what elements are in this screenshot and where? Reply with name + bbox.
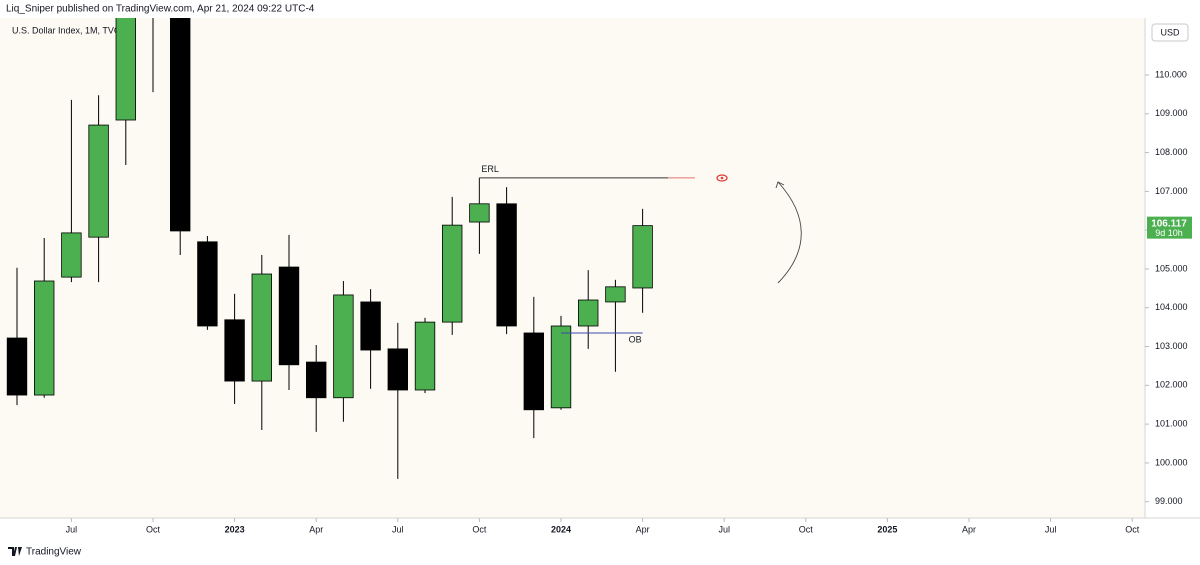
candle-body bbox=[333, 294, 354, 399]
y-tick-label: 110.000 bbox=[1155, 69, 1187, 79]
currency: USD bbox=[1160, 27, 1180, 37]
candle-body bbox=[224, 319, 245, 382]
x-tick-label: Jul bbox=[392, 524, 404, 534]
plot-area bbox=[0, 18, 1145, 518]
x-tick-label: Jul bbox=[1045, 524, 1057, 534]
candle-body bbox=[34, 280, 55, 396]
candle-body bbox=[578, 299, 599, 327]
x-tick-label: 2024 bbox=[551, 524, 571, 534]
curved-arrow bbox=[777, 181, 802, 284]
y-tick-label: 99.000 bbox=[1155, 496, 1183, 506]
y-tick-label: 104.000 bbox=[1155, 302, 1188, 312]
x-tick-label: 2025 bbox=[877, 524, 897, 534]
candle-body bbox=[605, 286, 626, 303]
candle-body bbox=[442, 224, 463, 323]
candle-body bbox=[61, 232, 82, 278]
candle-body bbox=[496, 203, 517, 327]
candle-body bbox=[360, 301, 381, 351]
price-label: 106.117 bbox=[1151, 218, 1187, 229]
y-tick-label: 107.000 bbox=[1155, 186, 1188, 196]
chart-title: U.S. Dollar Index, 1M, TVC bbox=[12, 25, 121, 35]
y-tick-label: 102.000 bbox=[1155, 380, 1188, 390]
candle-body bbox=[414, 321, 436, 391]
y-tick-label: 109.000 bbox=[1155, 108, 1188, 118]
y-tick-label: 101.000 bbox=[1155, 419, 1188, 429]
countdown: 9d 10h bbox=[1155, 228, 1183, 238]
x-tick-label: Oct bbox=[146, 524, 161, 534]
arrow-head bbox=[775, 181, 785, 189]
candle-body bbox=[88, 124, 109, 238]
y-tick-label: 108.000 bbox=[1155, 147, 1188, 157]
candle-body bbox=[251, 273, 272, 382]
candle-body bbox=[278, 266, 300, 366]
x-tick-label: Apr bbox=[962, 524, 976, 534]
x-tick-label: Apr bbox=[309, 524, 323, 534]
level-label: ERL bbox=[481, 164, 499, 174]
x-tick-label: Apr bbox=[636, 524, 650, 534]
price-label-box bbox=[1147, 216, 1192, 239]
y-tick-label: 100.000 bbox=[1155, 457, 1188, 467]
candle-body bbox=[115, 18, 136, 121]
header: Liq_Sniper published on TradingView.com,… bbox=[6, 4, 315, 15]
footer: TradingView bbox=[26, 547, 82, 558]
candle-body bbox=[6, 337, 28, 396]
logo bbox=[8, 547, 22, 556]
y-tick-label: 103.000 bbox=[1155, 341, 1188, 351]
x-tick-label: 2023 bbox=[225, 524, 245, 534]
x-tick-label: Oct bbox=[1125, 524, 1140, 534]
currency-box[interactable] bbox=[1151, 23, 1189, 42]
y-tick-label: 105.000 bbox=[1155, 263, 1188, 273]
candle-body bbox=[469, 203, 490, 223]
x-tick-label: Oct bbox=[799, 524, 814, 534]
candle-body bbox=[306, 361, 327, 399]
x-tick-label: Jul bbox=[66, 524, 78, 534]
candle-body bbox=[197, 241, 218, 327]
level-label: OB bbox=[629, 334, 642, 344]
x-tick-label: Oct bbox=[472, 524, 487, 534]
candle-body bbox=[550, 325, 572, 409]
candle-body bbox=[170, 18, 191, 232]
eye-icon bbox=[716, 174, 728, 182]
plot bbox=[6, 18, 653, 479]
candle-body bbox=[523, 332, 544, 411]
candle-body bbox=[387, 348, 408, 391]
candle-body bbox=[632, 225, 653, 289]
x-tick-label: Jul bbox=[718, 524, 730, 534]
